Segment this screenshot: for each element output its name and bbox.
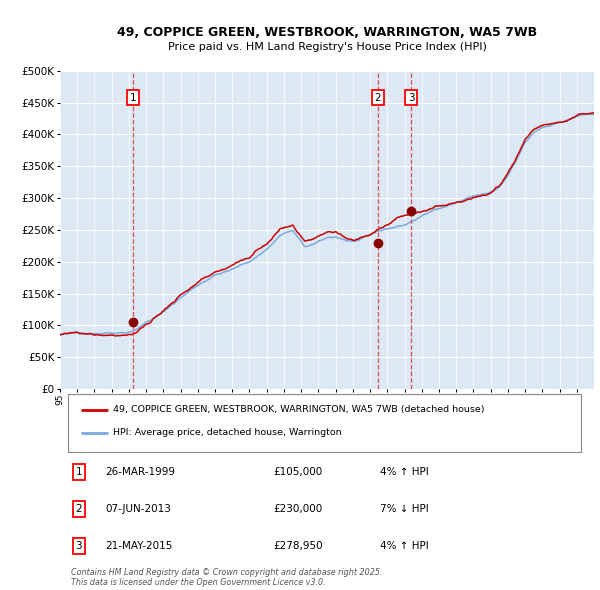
- Text: 3: 3: [408, 93, 415, 103]
- Text: 1: 1: [76, 467, 82, 477]
- Text: 2: 2: [374, 93, 381, 103]
- Text: 21-MAY-2015: 21-MAY-2015: [106, 541, 173, 551]
- Text: Price paid vs. HM Land Registry's House Price Index (HPI): Price paid vs. HM Land Registry's House …: [167, 42, 487, 52]
- Text: This data is licensed under the Open Government Licence v3.0.: This data is licensed under the Open Gov…: [71, 578, 325, 586]
- Text: 7% ↓ HPI: 7% ↓ HPI: [380, 504, 429, 514]
- Text: £230,000: £230,000: [274, 504, 323, 514]
- Text: Contains HM Land Registry data © Crown copyright and database right 2025.: Contains HM Land Registry data © Crown c…: [71, 568, 382, 577]
- FancyBboxPatch shape: [68, 394, 581, 453]
- Text: 4% ↑ HPI: 4% ↑ HPI: [380, 467, 429, 477]
- Text: 07-JUN-2013: 07-JUN-2013: [106, 504, 171, 514]
- Text: 4% ↑ HPI: 4% ↑ HPI: [380, 541, 429, 551]
- Text: HPI: Average price, detached house, Warrington: HPI: Average price, detached house, Warr…: [113, 428, 342, 437]
- Text: 49, COPPICE GREEN, WESTBROOK, WARRINGTON, WA5 7WB (detached house): 49, COPPICE GREEN, WESTBROOK, WARRINGTON…: [113, 405, 485, 414]
- Text: 1: 1: [130, 93, 136, 103]
- Text: 26-MAR-1999: 26-MAR-1999: [106, 467, 175, 477]
- Text: 3: 3: [76, 541, 82, 551]
- Text: £105,000: £105,000: [274, 467, 323, 477]
- Text: £278,950: £278,950: [274, 541, 323, 551]
- Text: 49, COPPICE GREEN, WESTBROOK, WARRINGTON, WA5 7WB: 49, COPPICE GREEN, WESTBROOK, WARRINGTON…: [117, 26, 537, 39]
- Text: 2: 2: [76, 504, 82, 514]
